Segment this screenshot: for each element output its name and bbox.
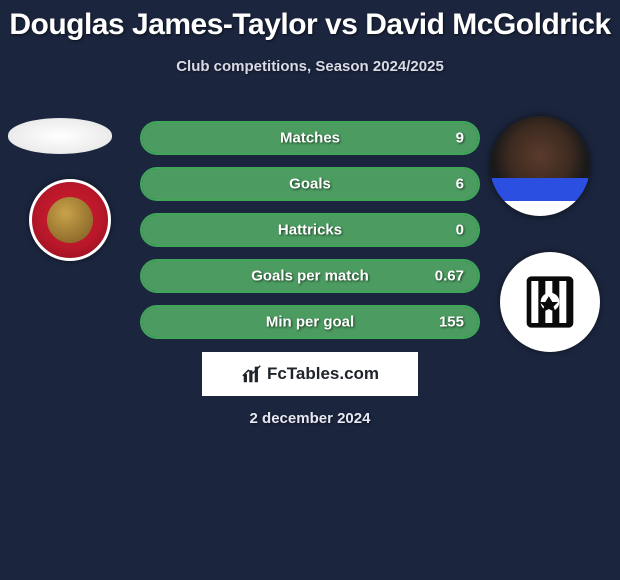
stat-row-matches: Matches 9 (140, 121, 480, 155)
stat-row-goals: Goals 6 (140, 167, 480, 201)
stat-row-goals-per-match: Goals per match 0.67 (140, 259, 480, 293)
player2-club-crest (500, 252, 600, 352)
page-title: Douglas James-Taylor vs David McGoldrick (0, 0, 620, 42)
stats-container: Matches 9 Goals 6 Hattricks 0 Goals per … (140, 121, 480, 351)
stat-label: Goals (289, 176, 331, 193)
player2-avatar (490, 116, 590, 216)
stat-label: Min per goal (266, 314, 354, 331)
brand-text: FcTables.com (267, 364, 379, 384)
stat-row-min-per-goal: Min per goal 155 (140, 305, 480, 339)
stat-value: 155 (439, 314, 464, 331)
date-text: 2 december 2024 (0, 410, 620, 427)
stat-value: 9 (456, 130, 464, 147)
brand-badge: FcTables.com (202, 352, 418, 396)
bar-chart-icon (241, 363, 263, 385)
stat-label: Matches (280, 130, 340, 147)
stat-value: 0.67 (435, 268, 464, 285)
stat-value: 0 (456, 222, 464, 239)
player1-avatar (8, 118, 112, 154)
subtitle: Club competitions, Season 2024/2025 (0, 58, 620, 75)
player1-club-crest (29, 179, 111, 261)
stat-label: Hattricks (278, 222, 342, 239)
notts-county-crest-icon (515, 267, 585, 337)
stat-label: Goals per match (251, 268, 369, 285)
stat-value: 6 (456, 176, 464, 193)
stat-row-hattricks: Hattricks 0 (140, 213, 480, 247)
